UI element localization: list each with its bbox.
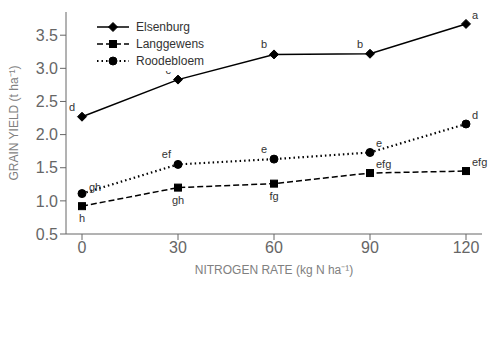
svg-text:0.5: 0.5: [36, 226, 58, 243]
svg-text:e: e: [261, 143, 267, 155]
svg-text:efg: efg: [472, 156, 487, 168]
svg-text:3.5: 3.5: [36, 27, 58, 44]
svg-text:gh: gh: [89, 181, 101, 193]
svg-text:3.0: 3.0: [36, 60, 58, 77]
svg-text:90: 90: [361, 239, 379, 256]
svg-text:1.0: 1.0: [36, 193, 58, 210]
svg-text:NITROGEN RATE (kg N ha⁻¹): NITROGEN RATE (kg N ha⁻¹): [195, 263, 353, 277]
svg-text:120: 120: [453, 239, 480, 256]
svg-text:c: c: [166, 64, 172, 76]
svg-text:d: d: [69, 101, 75, 113]
svg-text:b: b: [261, 38, 267, 50]
svg-text:b: b: [357, 38, 363, 50]
svg-text:ef: ef: [162, 148, 172, 160]
svg-text:2.5: 2.5: [36, 93, 58, 110]
svg-text:efg: efg: [376, 158, 391, 170]
svg-text:1.5: 1.5: [36, 159, 58, 176]
svg-text:30: 30: [169, 239, 187, 256]
svg-text:a: a: [472, 9, 479, 21]
svg-text:fg: fg: [269, 190, 278, 202]
svg-text:h: h: [79, 212, 85, 224]
svg-text:60: 60: [265, 239, 283, 256]
svg-text:2.0: 2.0: [36, 126, 58, 143]
svg-text:e: e: [376, 137, 382, 149]
svg-text:GRAIN YIELD (t ha⁻¹): GRAIN YIELD (t ha⁻¹): [8, 65, 21, 180]
svg-text:0: 0: [78, 239, 87, 256]
svg-text:gh: gh: [172, 194, 184, 206]
svg-text:d: d: [472, 109, 478, 121]
